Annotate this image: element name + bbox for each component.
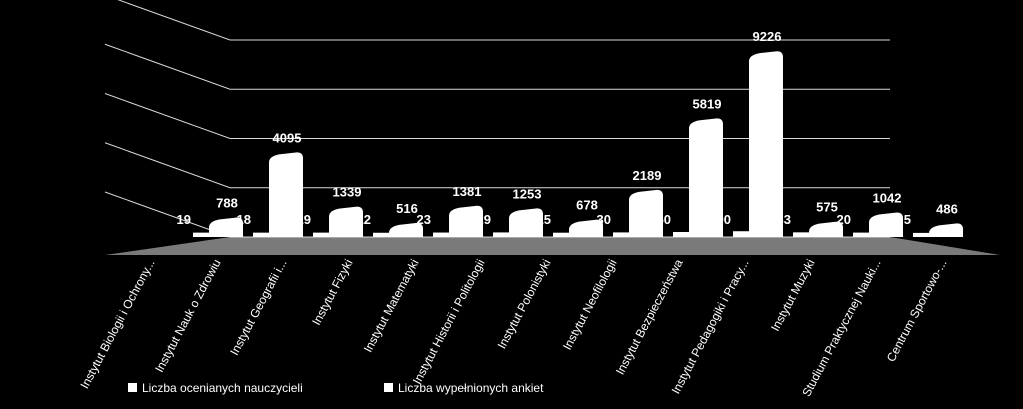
value-label: 30 [597, 212, 611, 227]
value-label: 20 [837, 212, 851, 227]
bar [253, 232, 269, 237]
value-label: 1339 [333, 185, 362, 200]
bar [389, 222, 423, 237]
value-label: 18 [237, 212, 251, 227]
bar [793, 232, 809, 237]
value-label: 1042 [873, 190, 902, 205]
value-label: 50 [657, 212, 671, 227]
value-label: 2189 [633, 168, 662, 183]
bar [269, 152, 303, 237]
x-tick-label: Instytut Geografii i... [227, 257, 289, 358]
x-tick-label: Instytut Matematyki [361, 257, 422, 355]
bar [569, 219, 603, 237]
value-label: 90 [717, 212, 731, 227]
bar [929, 223, 963, 237]
value-label: 516 [396, 201, 418, 216]
bar [329, 206, 363, 237]
grid-line [104, 93, 890, 139]
bar [193, 232, 209, 237]
bar [733, 231, 749, 237]
bar [613, 232, 629, 237]
bar [433, 232, 449, 237]
value-label: 788 [216, 195, 238, 210]
bar [373, 232, 389, 237]
bar [629, 189, 663, 237]
value-label: 15 [537, 212, 551, 227]
grid-line [104, 142, 890, 189]
bar [493, 232, 509, 237]
bar [313, 232, 329, 237]
legend-swatch [384, 383, 393, 392]
value-label: 19 [297, 212, 311, 227]
x-tick-label: Instytut Fizyki [309, 257, 355, 328]
floor [105, 237, 1000, 255]
x-tick-label: Studium Praktycznej Nauki... [799, 257, 883, 399]
x-tick-label: Instytut Historii i Politologii [410, 257, 488, 387]
value-label: 29 [477, 212, 491, 227]
bar [449, 205, 483, 237]
value-label: 575 [816, 200, 838, 215]
x-tick-label: Instytut Muzyki [768, 257, 818, 334]
value-label: 5 [904, 212, 911, 227]
bar [913, 232, 929, 237]
value-label: 19 [177, 212, 191, 227]
value-label: 678 [576, 198, 598, 213]
bar [673, 232, 689, 237]
x-tick-label: Instytut Pedagogiki i Pracy... [669, 257, 752, 396]
value-label: 486 [936, 201, 958, 216]
x-tick-label: Instytut Nauk o Zdrowiu [152, 257, 224, 375]
bar [749, 51, 783, 237]
grid-line [104, 43, 890, 90]
bar [809, 221, 843, 237]
bar [509, 208, 543, 237]
grid-line [117, 0, 890, 41]
bar [209, 217, 243, 237]
value-label: 9226 [753, 29, 782, 44]
bar [689, 118, 723, 237]
bar [853, 232, 869, 237]
value-label: 12 [357, 212, 371, 227]
x-tick-label: Centrum Sportowo-... [884, 257, 950, 364]
legend-swatch [128, 383, 137, 392]
bar [869, 212, 903, 237]
bar [553, 232, 569, 237]
value-label: 4095 [273, 130, 302, 145]
value-label: 5819 [693, 96, 722, 111]
x-tick-label: Instytut Bezpieczeństwa [613, 257, 686, 378]
value-label: 23 [417, 212, 431, 227]
x-tick-label: Instytut Biologii i Ochrony... [77, 257, 157, 391]
value-label: 33 [777, 212, 791, 227]
value-label: 1253 [513, 186, 542, 201]
x-tick-label: Instytut Neofilologii [560, 257, 620, 353]
legend-label: Liczba wypełnionych ankiet [398, 381, 544, 395]
value-label: 1381 [453, 184, 482, 199]
x-tick-label: Instytut Polonistyki [495, 257, 554, 351]
legend-label: Liczba ocenianych nauczycieli [142, 381, 303, 395]
